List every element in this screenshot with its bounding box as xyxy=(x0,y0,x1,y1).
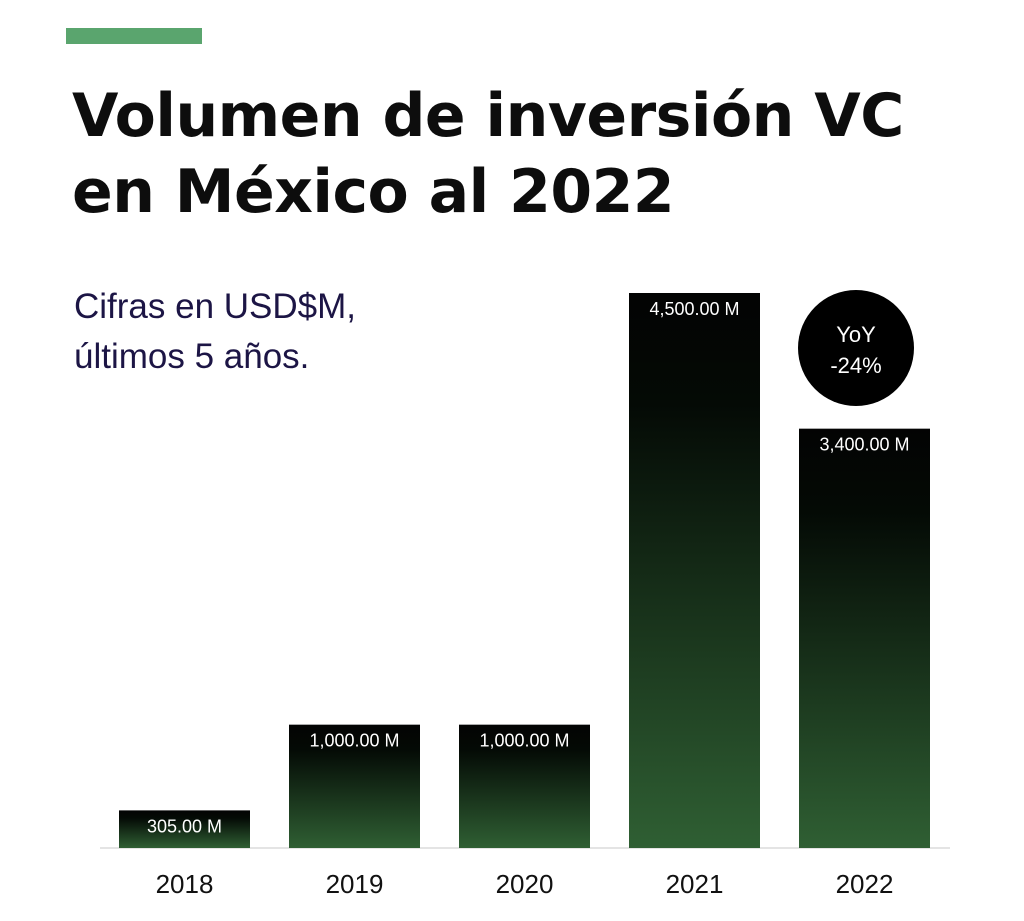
bar-2021 xyxy=(629,293,760,848)
x-tick-labels-group: 2018 2019 2020 2021 2022 xyxy=(156,869,894,899)
x-tick-2019: 2019 xyxy=(326,869,384,899)
x-tick-2020: 2020 xyxy=(496,869,554,899)
yoy-badge-line-2: -24% xyxy=(830,353,881,378)
chart-subtitle: Cifras en USD$M, últimos 5 años. xyxy=(74,282,494,382)
data-label-2021: 4,500.00 M xyxy=(649,299,739,319)
bar-2018 xyxy=(119,810,250,848)
yoy-badge-circle xyxy=(798,290,914,406)
data-labels-group: 305.00 M 1,000.00 M 1,000.00 M 4,500.00 M 3,… xyxy=(147,299,910,836)
bar-2020 xyxy=(459,724,590,848)
yoy-badge-line-1: YoY xyxy=(836,322,876,347)
page-title: Volumen de inversión VC en México al 202… xyxy=(72,81,904,227)
x-tick-2022: 2022 xyxy=(836,869,894,899)
data-label-2019: 1,000.00 M xyxy=(309,731,399,751)
data-label-2022: 3,400.00 M xyxy=(819,435,909,455)
bar-2022 xyxy=(799,428,930,848)
subtitle-line-2: últimos 5 años. xyxy=(74,337,310,376)
accent-bar xyxy=(66,28,202,44)
data-label-2018: 305.00 M xyxy=(147,816,222,836)
bar-2019 xyxy=(289,724,420,848)
x-tick-2018: 2018 xyxy=(156,869,214,899)
x-tick-2021: 2021 xyxy=(666,869,724,899)
subtitle-line-1: Cifras en USD$M, xyxy=(74,287,357,326)
data-label-2020: 1,000.00 M xyxy=(479,731,569,751)
yoy-badge: YoY -24% xyxy=(798,290,914,406)
bars-group xyxy=(119,293,930,848)
